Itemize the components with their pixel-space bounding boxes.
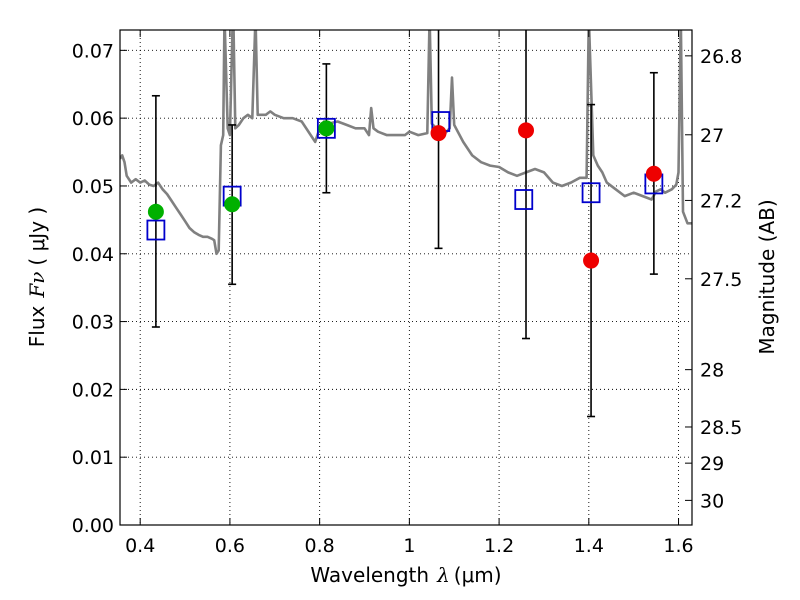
grid [120,30,692,525]
y2-tick-label: 27 [700,125,724,147]
non-detection-point [518,122,535,139]
x-tick-label: 0.8 [305,535,335,557]
x-tick-label: 0.6 [215,535,245,557]
x-axis-title: Wavelength λ (μm) [310,563,501,587]
x-tick-label: 1.2 [484,535,514,557]
y-tick-label: 0.07 [72,40,114,62]
detection-point [147,203,164,220]
y2-tick-label: 28 [700,360,724,382]
plot-area [120,30,692,418]
model-photometry-point [581,182,601,204]
y-axis-title: FluxFν( μJy ) [25,207,49,347]
y2-tick-label: 28.5 [700,417,742,439]
y-tick-label: 0.06 [72,108,114,130]
y-tick-label: 0.00 [72,515,114,537]
x-tick-label: 1 [403,535,415,557]
x-tick-label: 1.6 [663,535,693,557]
model-photometry-point [146,219,166,241]
x-tick-label: 0.4 [125,535,155,557]
non-detection-point [645,165,662,182]
y-tick-label: 0.01 [72,447,114,469]
detection-point [224,196,241,213]
y2-tick-label: 30 [700,490,724,512]
plot-frame [119,29,693,526]
axes: 0.4 0.6 0.8 1 1.2 1.4 1.6 0.00 0.01 0.02 0.03 0.04 0… [72,30,742,557]
y-tick-label: 0.02 [72,379,114,401]
y-tick-label: 0.04 [72,244,114,266]
y2-tick-label: 27.5 [700,269,742,291]
model-spectrum-line [120,30,692,256]
model-photometry-point [316,117,336,139]
detection-point [318,120,335,137]
y2-axis-title: Magnitude (AB) [755,199,779,354]
y2-tick-label: 27.2 [700,190,742,212]
y2-tick-label: 26.8 [700,46,742,68]
model-photometry-point [514,189,534,210]
y2-tick-label: 29 [700,453,724,475]
y-tick-label: 0.03 [72,312,114,334]
y-tick-label: 0.05 [72,176,114,198]
non-detection-point [430,125,447,142]
non-detection-point [583,252,600,269]
x-tick-label: 1.4 [574,535,604,557]
